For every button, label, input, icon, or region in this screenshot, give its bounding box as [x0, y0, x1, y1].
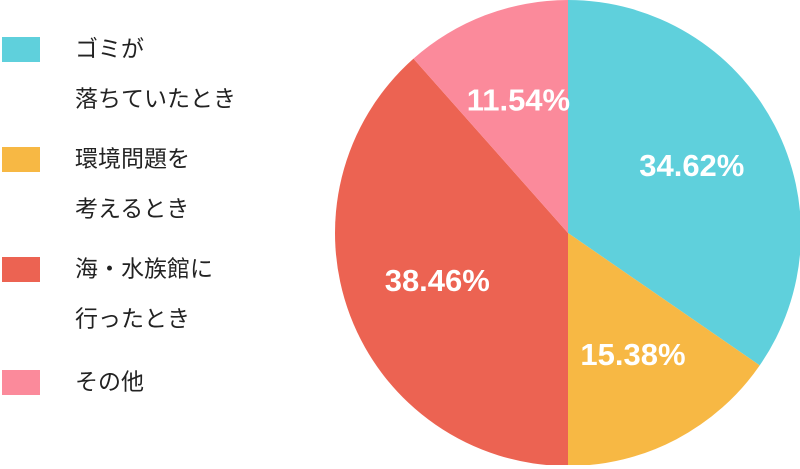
legend-swatch — [2, 257, 40, 282]
legend-swatch — [2, 147, 40, 172]
legend-label: その他 — [75, 370, 144, 396]
pie-slice — [413, 0, 568, 233]
legend-label: 考えるとき — [75, 197, 189, 223]
legend-swatch — [2, 370, 40, 395]
legend-swatch — [2, 37, 40, 62]
pie-slice — [568, 0, 800, 366]
data-label: 34.62% — [639, 148, 744, 183]
data-label: 15.38% — [580, 337, 685, 372]
legend-label: 環境問題を — [75, 147, 190, 173]
legend-label: ゴミが — [75, 37, 144, 63]
legend-label: 海・水族館に — [75, 257, 213, 283]
pie-slice — [334, 58, 568, 466]
data-label: 38.46% — [385, 263, 490, 298]
data-label: 11.54% — [467, 82, 570, 117]
legend-label: 行ったとき — [75, 307, 190, 333]
pie-slice — [568, 233, 760, 466]
legend-label: 落ちていたとき — [75, 87, 236, 113]
